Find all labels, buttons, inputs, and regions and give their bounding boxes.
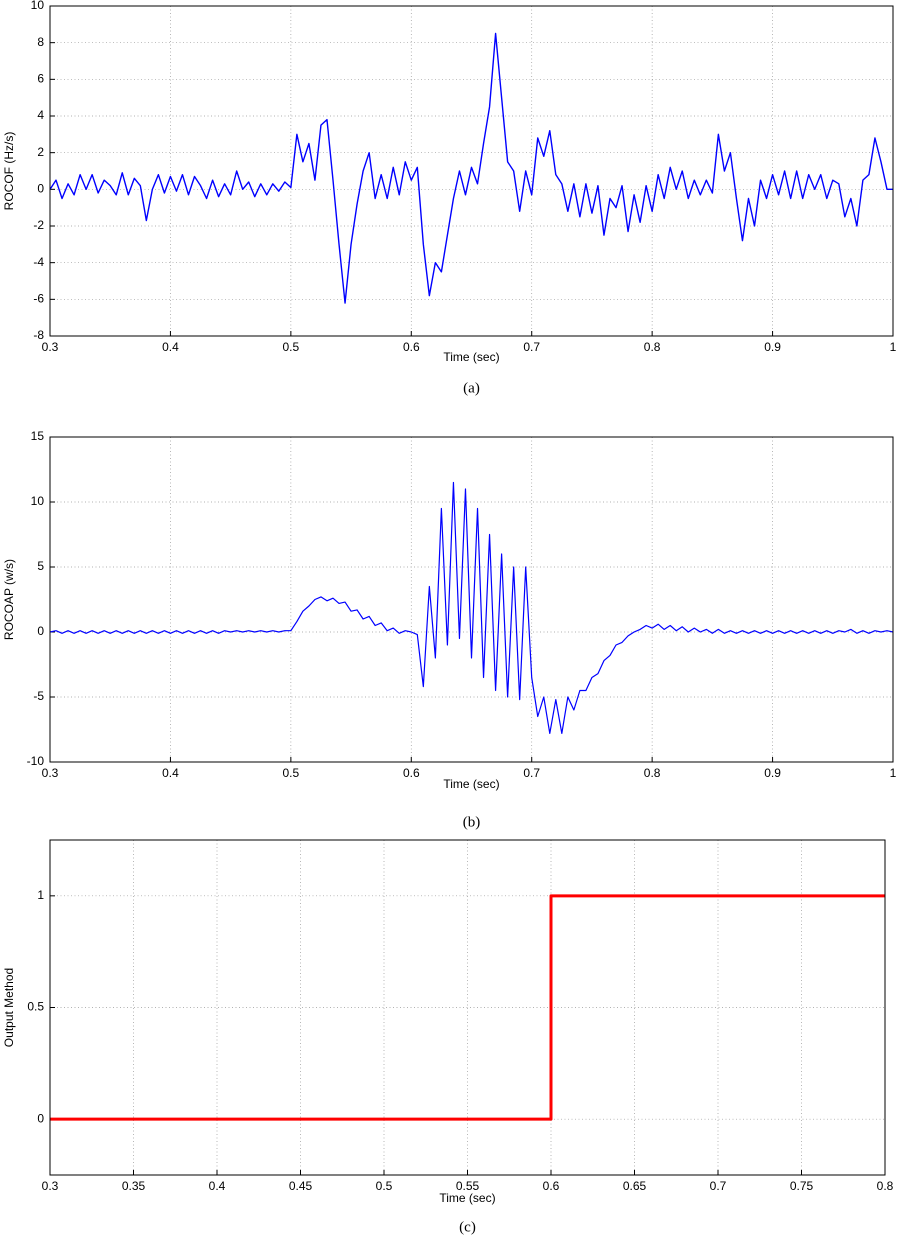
caption: (b) [463, 814, 481, 830]
y-tick-label: 1 [37, 888, 44, 902]
x-tick-label: 0.5 [376, 1179, 393, 1193]
y-tick-label: 4 [37, 108, 44, 122]
y-tick-label: 5 [37, 559, 44, 573]
y-tick-label: 0 [37, 1111, 44, 1125]
x-axis-label: Time (sec) [439, 1191, 495, 1205]
y-tick-label: 8 [37, 35, 44, 49]
caption: (c) [459, 1219, 476, 1235]
x-tick-label: 0.5 [283, 766, 300, 780]
x-tick-label: 0.55 [456, 1179, 480, 1193]
y-axis-label: ROCOAP (w/s) [2, 559, 16, 640]
y-tick-label: 0 [37, 182, 44, 196]
x-tick-label: 0.9 [764, 340, 781, 354]
plot-background [50, 437, 893, 762]
plot-frame [49, 839, 886, 1176]
x-tick-label: 0.6 [403, 340, 420, 354]
y-tick-label: 15 [31, 429, 45, 443]
x-tick-label: 0.7 [523, 766, 540, 780]
y-tick-label: -4 [33, 255, 44, 269]
data-line [49, 481, 894, 734]
x-tick-label: 0.4 [209, 1179, 226, 1193]
x-tick-label: 0.8 [877, 1179, 894, 1193]
x-tick-label: 0.5 [283, 340, 300, 354]
plot-background [50, 6, 893, 336]
y-tick-label: -2 [33, 218, 44, 232]
x-tick-label: 0.9 [764, 766, 781, 780]
y-tick-label: -5 [33, 689, 44, 703]
y-tick-label: 10 [31, 0, 45, 12]
x-tick-label: 0.3 [42, 766, 59, 780]
x-tick-label: 0.3 [42, 340, 59, 354]
y-tick-label: -10 [27, 754, 45, 768]
x-tick-label: 0.3 [42, 1179, 59, 1193]
data-line [49, 32, 893, 304]
x-tick-label: 0.8 [644, 766, 661, 780]
y-tick-label: 6 [37, 72, 44, 86]
plot-frame [49, 436, 894, 763]
plot-frame [49, 5, 894, 337]
x-tick-label: 0.6 [543, 1179, 560, 1193]
x-tick-label: 0.7 [710, 1179, 727, 1193]
x-tick-label: 0.75 [790, 1179, 814, 1193]
x-tick-label: 0.8 [644, 340, 661, 354]
y-tick-label: -8 [33, 328, 44, 342]
x-tick-label: 1 [890, 766, 897, 780]
y-tick-label: 2 [37, 145, 44, 159]
y-tick-label: 10 [31, 494, 45, 508]
x-axis-label: Time (sec) [443, 777, 499, 791]
x-tick-label: 0.7 [523, 340, 540, 354]
y-axis-label: ROCOF (Hz/s) [2, 132, 16, 211]
data-line [50, 894, 885, 1121]
x-tick-label: 0.4 [162, 340, 179, 354]
x-tick-label: 0.4 [162, 766, 179, 780]
x-tick-label: 0.6 [403, 766, 420, 780]
y-axis-label: Output Method [2, 968, 16, 1047]
y-tick-label: 0 [37, 624, 44, 638]
x-tick-label: 0.65 [623, 1179, 647, 1193]
y-tick-label: -6 [33, 292, 44, 306]
x-axis-label: Time (sec) [443, 350, 499, 364]
x-tick-label: 0.35 [122, 1179, 146, 1193]
y-tick-label: 0.5 [27, 1000, 44, 1014]
x-tick-label: 0.45 [289, 1179, 313, 1193]
caption: (a) [463, 380, 480, 396]
x-tick-label: 1 [890, 340, 897, 354]
